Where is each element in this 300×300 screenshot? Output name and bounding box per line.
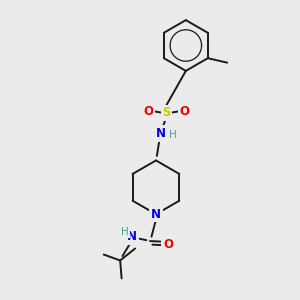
Text: N: N — [151, 208, 161, 221]
Text: O: O — [179, 105, 189, 118]
Text: O: O — [163, 238, 173, 250]
Text: H: H — [121, 227, 128, 237]
Text: O: O — [143, 105, 154, 118]
Text: N: N — [127, 230, 137, 243]
Text: H: H — [169, 130, 176, 140]
Text: S: S — [162, 106, 171, 119]
Text: N: N — [155, 127, 166, 140]
